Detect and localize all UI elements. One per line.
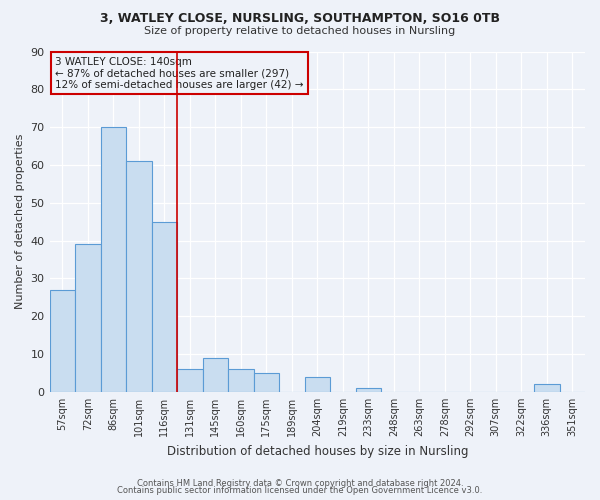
X-axis label: Distribution of detached houses by size in Nursling: Distribution of detached houses by size … [167,444,468,458]
Text: Contains HM Land Registry data © Crown copyright and database right 2024.: Contains HM Land Registry data © Crown c… [137,478,463,488]
Bar [126,161,152,392]
Bar [254,373,279,392]
Text: Size of property relative to detached houses in Nursling: Size of property relative to detached ho… [145,26,455,36]
Bar [534,384,560,392]
Bar [101,127,126,392]
Text: 3 WATLEY CLOSE: 140sqm
← 87% of detached houses are smaller (297)
12% of semi-de: 3 WATLEY CLOSE: 140sqm ← 87% of detached… [55,56,304,90]
Text: Contains public sector information licensed under the Open Government Licence v3: Contains public sector information licen… [118,486,482,495]
Bar [305,377,330,392]
Bar [75,244,101,392]
Bar [152,222,177,392]
Bar [356,388,381,392]
Bar [203,358,228,392]
Bar [177,369,203,392]
Bar [50,290,75,392]
Text: 3, WATLEY CLOSE, NURSLING, SOUTHAMPTON, SO16 0TB: 3, WATLEY CLOSE, NURSLING, SOUTHAMPTON, … [100,12,500,26]
Y-axis label: Number of detached properties: Number of detached properties [15,134,25,310]
Bar [228,369,254,392]
